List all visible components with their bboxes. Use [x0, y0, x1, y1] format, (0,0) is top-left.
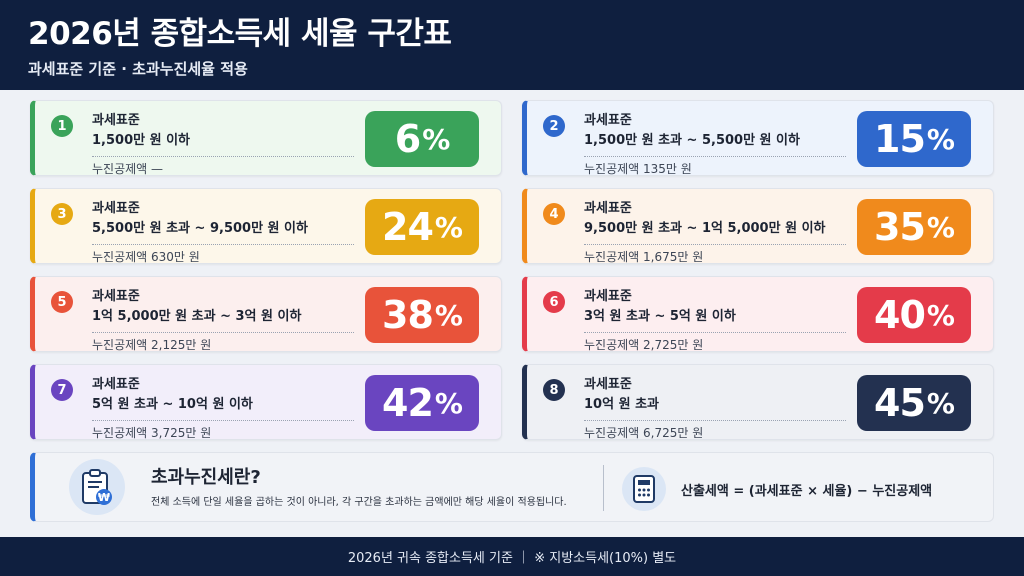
- formula-text: 산출세액 = (과세표준 × 세율) − 누진공제액: [681, 484, 933, 499]
- divider: [584, 420, 846, 421]
- rate-pill: 45%: [857, 375, 971, 431]
- bracket-range: 5,500만 원 초과 ~ 9,500만 원 이하: [92, 221, 308, 236]
- bracket-range: 1억 5,000만 원 초과 ~ 3억 원 이하: [92, 309, 302, 324]
- bracket-card-3: 3 과세표준 5,500만 원 초과 ~ 9,500만 원 이하 누진공제액 6…: [30, 188, 502, 264]
- info-panel: ₩ 초과누진세란? 전체 소득에 단일 세율을 곱하는 것이 아니라, 각 구간…: [30, 452, 994, 522]
- rate-pill: 38%: [365, 287, 479, 343]
- info-description: 전체 소득에 단일 세율을 곱하는 것이 아니라, 각 구간을 초과하는 금액에…: [151, 497, 567, 508]
- svg-text:₩: ₩: [98, 491, 110, 504]
- clipboard-won-icon: ₩: [69, 459, 125, 515]
- bracket-number-badge: 3: [51, 203, 73, 225]
- rate-percent-sign: %: [434, 298, 463, 332]
- rate-value: 35: [874, 205, 926, 249]
- rate-pill: 40%: [857, 287, 971, 343]
- bracket-card-2: 2 과세표준 1,500만 원 초과 ~ 5,500만 원 이하 누진공제액 1…: [522, 100, 994, 176]
- page-subtitle: 과세표준 기준 · 초과누진세율 적용: [28, 60, 248, 78]
- rate-pill: 6%: [365, 111, 479, 167]
- bracket-deduction: 누진공제액 2,725만 원: [584, 338, 704, 352]
- footer-text: 2026년 귀속 종합소득세 기준 ｜ ※ 지방소득세(10%) 별도: [347, 551, 677, 566]
- rate-pill: 15%: [857, 111, 971, 167]
- bracket-number-badge: 1: [51, 115, 73, 137]
- bracket-card-6: 6 과세표준 3억 원 초과 ~ 5억 원 이하 누진공제액 2,725만 원 …: [522, 276, 994, 352]
- info-divider: [603, 465, 604, 511]
- rate-percent-sign: %: [926, 122, 955, 156]
- rate-percent-sign: %: [434, 210, 463, 244]
- page-title: 2026년 종합소득세 세율 구간표: [28, 16, 452, 52]
- bracket-range: 5억 원 초과 ~ 10억 원 이하: [92, 397, 253, 412]
- divider: [584, 332, 846, 333]
- clipboard-won-icon-svg: ₩: [82, 469, 112, 505]
- bracket-card-7: 7 과세표준 5억 원 초과 ~ 10억 원 이하 누진공제액 3,725만 원…: [30, 364, 502, 440]
- bracket-label: 과세표준: [584, 113, 632, 128]
- bracket-number-badge: 2: [543, 115, 565, 137]
- bracket-deduction: 누진공제액 6,725만 원: [584, 426, 704, 440]
- bracket-card-4: 4 과세표준 9,500만 원 초과 ~ 1억 5,000만 원 이하 누진공제…: [522, 188, 994, 264]
- bracket-deduction: 누진공제액 630만 원: [92, 250, 200, 264]
- rate-percent-sign: %: [422, 122, 450, 156]
- bracket-number-badge: 5: [51, 291, 73, 313]
- info-title: 초과누진세란?: [151, 467, 261, 488]
- bracket-card-5: 5 과세표준 1억 5,000만 원 초과 ~ 3억 원 이하 누진공제액 2,…: [30, 276, 502, 352]
- rate-value: 45: [874, 381, 926, 425]
- divider: [92, 332, 354, 333]
- bracket-deduction: 누진공제액 135만 원: [584, 162, 692, 176]
- bracket-label: 과세표준: [92, 201, 140, 216]
- bracket-range: 3억 원 초과 ~ 5억 원 이하: [584, 309, 736, 324]
- rate-value: 40: [874, 293, 926, 337]
- bracket-label: 과세표준: [92, 377, 140, 392]
- rate-value: 38: [382, 293, 434, 337]
- bracket-range: 1,500만 원 초과 ~ 5,500만 원 이하: [584, 133, 800, 148]
- bracket-deduction: 누진공제액 1,675만 원: [584, 250, 704, 264]
- rate-percent-sign: %: [926, 298, 955, 332]
- footer: 2026년 귀속 종합소득세 기준 ｜ ※ 지방소득세(10%) 별도: [0, 537, 1024, 576]
- rate-value: 15: [874, 117, 926, 161]
- bracket-number-badge: 7: [51, 379, 73, 401]
- rate-percent-sign: %: [434, 386, 463, 420]
- bracket-range: 1,500만 원 이하: [92, 133, 191, 148]
- bracket-number-badge: 4: [543, 203, 565, 225]
- rate-value: 6: [394, 117, 421, 161]
- rate-value: 42: [382, 381, 434, 425]
- bracket-deduction: 누진공제액 —: [92, 162, 164, 176]
- header: 2026년 종합소득세 세율 구간표 과세표준 기준 · 초과누진세율 적용: [0, 0, 1024, 90]
- divider: [92, 156, 354, 157]
- rate-percent-sign: %: [926, 386, 955, 420]
- bracket-range: 10억 원 초과: [584, 397, 659, 412]
- bracket-number-badge: 6: [543, 291, 565, 313]
- divider: [584, 156, 846, 157]
- divider: [92, 244, 354, 245]
- divider: [584, 244, 846, 245]
- bracket-label: 과세표준: [92, 289, 140, 304]
- rate-pill: 35%: [857, 199, 971, 255]
- rate-percent-sign: %: [926, 210, 955, 244]
- rate-value: 24: [382, 205, 434, 249]
- bracket-label: 과세표준: [92, 113, 140, 128]
- calculator-icon-svg: [633, 475, 655, 503]
- calculator-icon: [622, 467, 666, 511]
- bracket-label: 과세표준: [584, 289, 632, 304]
- rate-pill: 42%: [365, 375, 479, 431]
- divider: [92, 420, 354, 421]
- bracket-card-1: 1 과세표준 1,500만 원 이하 누진공제액 — 6%: [30, 100, 502, 176]
- bracket-range: 9,500만 원 초과 ~ 1억 5,000만 원 이하: [584, 221, 826, 236]
- bracket-card-8: 8 과세표준 10억 원 초과 누진공제액 6,725만 원 45%: [522, 364, 994, 440]
- bracket-deduction: 누진공제액 3,725만 원: [92, 426, 212, 440]
- bracket-label: 과세표준: [584, 377, 632, 392]
- bracket-number-badge: 8: [543, 379, 565, 401]
- bracket-deduction: 누진공제액 2,125만 원: [92, 338, 212, 352]
- rate-pill: 24%: [365, 199, 479, 255]
- bracket-label: 과세표준: [584, 201, 632, 216]
